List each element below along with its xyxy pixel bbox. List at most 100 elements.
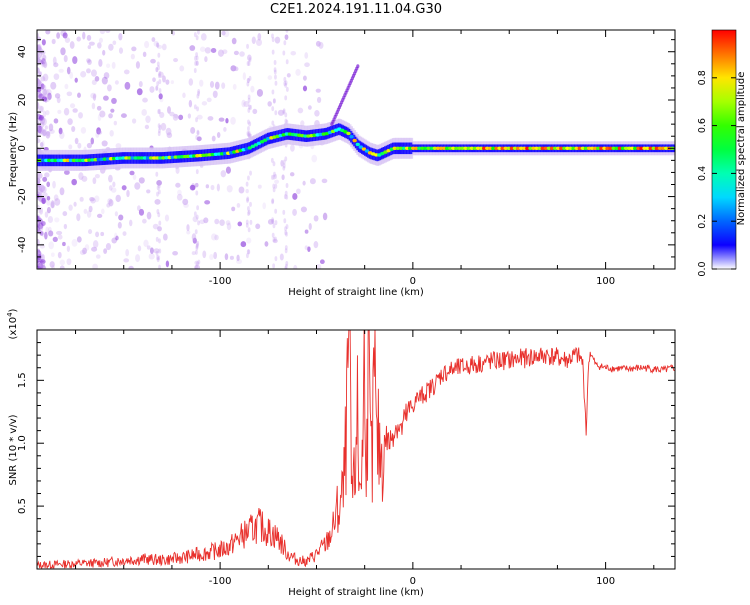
noise-blob (128, 219, 133, 227)
streak-blob (193, 211, 197, 217)
noise-blob (304, 245, 308, 250)
ridge-core (630, 146, 635, 150)
noise-blob (280, 159, 284, 167)
noise-blob (39, 54, 46, 60)
ridge-core (537, 146, 542, 150)
streak-blob (282, 108, 286, 114)
streak-blob (285, 224, 289, 230)
noise-blob (171, 30, 176, 36)
noise-blob (136, 88, 143, 96)
noise-blob (45, 110, 50, 116)
noise-blob (37, 138, 41, 144)
streak-blob (284, 82, 288, 88)
noise-blob (220, 170, 227, 178)
x-tick-label: 100 (596, 576, 615, 587)
ridge-core (552, 146, 558, 150)
noise-blob (210, 47, 217, 53)
noise-blob (76, 236, 82, 243)
streak-blob (247, 126, 250, 132)
ridge-core (136, 156, 141, 160)
noise-blob (110, 108, 115, 113)
noise-blob (68, 204, 73, 211)
ridge-core (645, 146, 650, 150)
ridge-core (435, 146, 441, 150)
noise-blob (122, 231, 127, 236)
noise-blob (92, 93, 97, 101)
noise-blob (105, 30, 111, 34)
noise-blob (169, 111, 175, 117)
noise-blob (172, 250, 179, 256)
noise-blob (37, 225, 42, 233)
streak-blob (196, 205, 200, 211)
noise-blob (111, 97, 117, 104)
noise-blob (149, 247, 154, 255)
noise-blob (205, 184, 210, 189)
streak-blob (284, 190, 288, 196)
noise-blob (94, 174, 100, 179)
ridge-core (374, 153, 379, 157)
noise-blob (107, 84, 112, 92)
noise-blob (77, 92, 81, 98)
noise-blob (50, 200, 55, 209)
noise-blob (316, 96, 322, 104)
y-tick-label: 1.0 (17, 435, 28, 451)
streak-blob (272, 263, 276, 269)
noise-blob (146, 211, 152, 220)
noise-blob (108, 113, 113, 119)
streak-blob (155, 67, 159, 73)
noise-blob (40, 186, 47, 194)
ridge-core (660, 146, 666, 150)
noise-blob (156, 180, 162, 186)
streak-blob (247, 130, 251, 136)
noise-blob (43, 88, 49, 97)
streak-blob (249, 170, 252, 176)
noise-blob (194, 264, 201, 269)
noise-blob (78, 172, 84, 181)
ridge-core (155, 156, 160, 160)
noise-blob (290, 144, 295, 152)
x-tick-label: 0 (410, 276, 416, 287)
noise-blob (224, 253, 229, 261)
noise-blob (315, 88, 321, 93)
y-tick-label: 1.5 (17, 372, 28, 388)
noise-blob (142, 218, 147, 224)
noise-blob (97, 114, 102, 121)
noise-blob (138, 80, 143, 88)
ridge-base (351, 132, 355, 145)
ridge-core (500, 146, 505, 150)
noise-blob (117, 221, 122, 229)
noise-blob (304, 52, 309, 59)
streak-blob (195, 245, 199, 251)
noise-blob (73, 201, 77, 207)
streak-blob (271, 106, 275, 112)
streak-blob (157, 65, 160, 71)
noise-blob (141, 109, 147, 116)
noise-blob (57, 109, 62, 114)
noise-blob (165, 260, 170, 268)
noise-blob (118, 33, 123, 41)
noise-blob (38, 80, 42, 85)
ridge-core (481, 146, 487, 150)
noise-blob (124, 81, 131, 90)
noise-blob (187, 113, 191, 119)
noise-blob (162, 233, 168, 241)
noise-blob (80, 127, 87, 134)
noise-blob (37, 222, 44, 230)
figure-title: C2E1.2024.191.11.04.G30 (269, 2, 443, 17)
noise-blob (243, 101, 250, 108)
noise-blob (191, 251, 196, 256)
noise-blob (230, 116, 236, 125)
noise-blob (246, 237, 252, 244)
streak-blob (271, 199, 275, 205)
noise-blob (57, 251, 62, 259)
noise-blob (40, 230, 45, 236)
noise-blob (152, 223, 159, 230)
noise-blob (160, 122, 167, 131)
noise-blob (153, 248, 160, 254)
noise-blob (42, 110, 47, 118)
noise-blob (62, 241, 66, 247)
noise-blob (225, 220, 231, 226)
streak-blob (155, 171, 159, 177)
noise-blob (194, 260, 200, 266)
